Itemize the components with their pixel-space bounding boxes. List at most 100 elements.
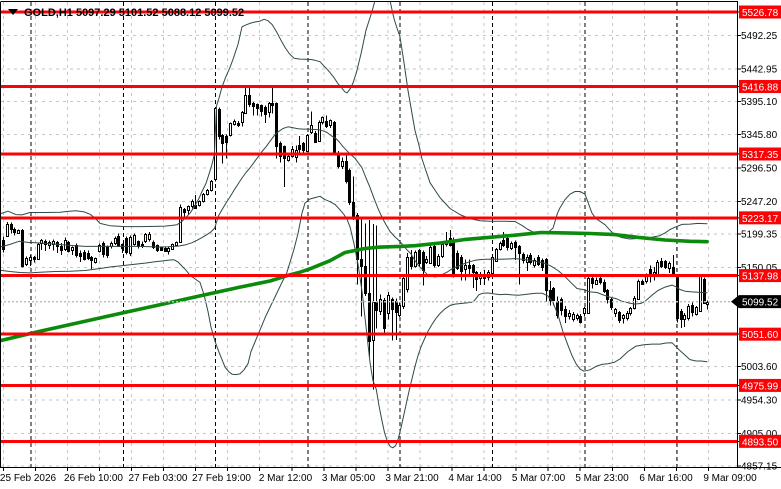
candle-body (637, 281, 640, 300)
candle-body (144, 234, 147, 242)
level-price-tag (739, 5, 781, 19)
candle-body (368, 293, 371, 342)
candle-body (75, 245, 78, 256)
candle-body (433, 246, 436, 266)
candle-body (179, 207, 182, 243)
candle-body (676, 277, 679, 319)
candle-body (279, 143, 282, 157)
candle-body (321, 117, 324, 123)
candle-body (629, 308, 632, 314)
candle-body (252, 103, 255, 107)
level-price-tag-text: 4893.50 (742, 437, 779, 448)
candle-body (699, 276, 702, 312)
candle-body (329, 120, 332, 126)
level-price-tag (739, 211, 781, 225)
candle-body (221, 135, 224, 144)
candle-body (576, 315, 579, 319)
level-price-tag-text: 5137.98 (742, 272, 779, 283)
candle-body (622, 315, 625, 319)
candle-body (641, 281, 644, 285)
candle-body (668, 263, 671, 269)
level-price-tag (739, 327, 781, 341)
candle-body (456, 253, 459, 269)
candle-body (695, 307, 698, 315)
candle-body (271, 103, 274, 106)
chart-title: GOLD,H1 5097.29 5101.52 5088.12 5099.52 (24, 7, 244, 19)
candle-body (418, 250, 421, 264)
level-price-tag-text: 5317.35 (742, 150, 779, 161)
candle-body (406, 257, 409, 290)
candle-body (402, 278, 405, 307)
bollinger-middle-band-line (0, 126, 708, 305)
candle-body (137, 241, 140, 247)
candle-body (352, 202, 355, 217)
candle-body (210, 181, 213, 191)
candle-body (152, 242, 155, 248)
candle-body (318, 122, 321, 142)
candle-body (90, 257, 93, 261)
candle-body (464, 265, 467, 270)
candle-body (533, 260, 536, 266)
level-price-tag-text: 5051.60 (742, 330, 779, 341)
candle-body (552, 288, 555, 301)
candle-body (614, 309, 617, 314)
candle-body (437, 256, 440, 266)
chart-title-layer: GOLD,H1 5097.29 5101.52 5088.12 5099.52 (8, 7, 244, 19)
candle-body (341, 161, 344, 167)
candle-body (264, 107, 267, 115)
candle-body (106, 246, 109, 256)
candle-body (164, 248, 167, 252)
candle-body (117, 236, 120, 247)
candle-body (510, 243, 513, 249)
candle-body (603, 282, 606, 292)
time-axis-label: 3 Mar 21:00 (385, 473, 439, 484)
candle-body (237, 123, 240, 126)
candle-body (33, 257, 36, 260)
candle-body (17, 230, 20, 234)
time-axis-label: 2 Mar 12:00 (259, 473, 313, 484)
level-price-tag (739, 378, 781, 392)
candle-body (429, 247, 432, 264)
candle-body (10, 224, 13, 230)
candle-body (225, 136, 228, 143)
candle-body (87, 253, 90, 259)
candle-body (83, 252, 86, 260)
candle-body (391, 299, 394, 310)
candle-body (67, 242, 70, 252)
level-price-tag-text: 5526.78 (742, 8, 779, 19)
time-axis-label: 27 Feb 03:00 (129, 473, 188, 484)
price-axis-label: 4857.15 (741, 461, 778, 472)
candle-body (680, 311, 683, 320)
candle-body (198, 201, 201, 206)
candle-body (502, 240, 505, 246)
candle-body (133, 235, 136, 245)
price-axis-label: 4905.00 (741, 429, 778, 440)
candle-body (529, 255, 532, 263)
candle-body (398, 305, 401, 316)
candle-body (29, 257, 32, 261)
candle-body (248, 95, 251, 105)
moving-average-line (0, 230, 709, 343)
candle-body (191, 201, 194, 207)
bollinger-upper-band-line (0, 2, 708, 240)
candle-body (60, 246, 63, 251)
level-price-tag-text: 5223.17 (742, 214, 779, 225)
time-axis-label: 27 Feb 19:00 (192, 473, 251, 484)
candle-body (268, 103, 271, 113)
current-price-tag-text: 5099.52 (742, 298, 779, 309)
candle-body (21, 230, 24, 267)
candle-body (691, 305, 694, 313)
candle-body (506, 238, 509, 248)
candle-body (422, 252, 425, 271)
price-axis-label: 5395.10 (741, 97, 778, 108)
candle-body (599, 278, 602, 283)
candle-body (364, 266, 367, 294)
candle-body (167, 248, 170, 252)
candle-body (441, 244, 444, 257)
candle-body (71, 247, 74, 251)
candle-body (395, 301, 398, 313)
candle-body (425, 259, 428, 263)
candle-body (664, 261, 667, 268)
candle-body (468, 265, 471, 269)
